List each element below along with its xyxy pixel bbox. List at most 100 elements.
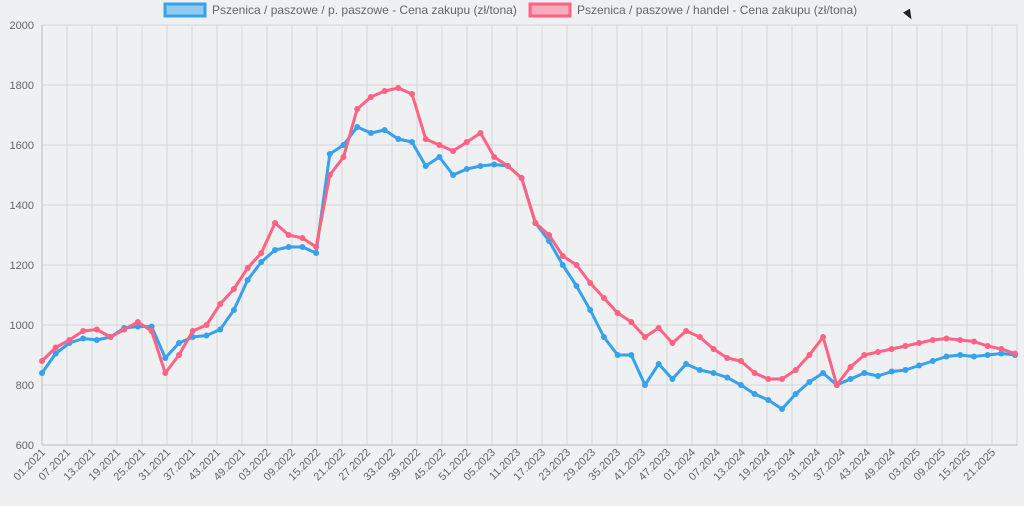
data-point[interactable] <box>875 349 881 355</box>
data-point[interactable] <box>203 322 210 328</box>
data-point[interactable] <box>847 376 854 382</box>
data-point[interactable] <box>957 337 964 343</box>
data-point[interactable] <box>367 130 374 136</box>
data-point[interactable] <box>669 376 676 382</box>
data-point[interactable] <box>559 253 566 259</box>
data-point[interactable] <box>902 367 909 373</box>
data-point[interactable] <box>943 353 950 360</box>
data-point[interactable] <box>107 334 114 340</box>
data-point[interactable] <box>559 262 566 268</box>
legend-label-series-1[interactable]: Pszenica / paszowe / handel - Cena zakup… <box>577 3 857 17</box>
data-point[interactable] <box>52 344 59 351</box>
data-point[interactable] <box>792 367 799 373</box>
data-point[interactable] <box>148 328 155 334</box>
data-point[interactable] <box>902 343 909 349</box>
data-point[interactable] <box>861 352 868 358</box>
data-point[interactable] <box>751 391 758 397</box>
data-point[interactable] <box>737 358 744 364</box>
data-point[interactable] <box>230 286 237 292</box>
data-point[interactable] <box>258 259 265 265</box>
data-point[interactable] <box>477 130 484 136</box>
data-point[interactable] <box>80 335 87 342</box>
data-point[interactable] <box>52 350 59 357</box>
data-point[interactable] <box>491 154 498 160</box>
data-point[interactable] <box>655 361 662 367</box>
data-point[interactable] <box>765 397 772 403</box>
data-point[interactable] <box>381 127 388 133</box>
data-point[interactable] <box>614 310 621 316</box>
data-point[interactable] <box>655 325 662 331</box>
data-point[interactable] <box>929 337 936 343</box>
data-point[interactable] <box>93 337 100 343</box>
data-point[interactable] <box>779 406 785 412</box>
data-point[interactable] <box>861 370 868 376</box>
data-point[interactable] <box>299 235 306 241</box>
data-point[interactable] <box>573 262 580 268</box>
data-point[interactable] <box>888 368 895 375</box>
legend[interactable]: Pszenica / paszowe / p. paszowe - Cena z… <box>163 2 857 18</box>
data-point[interactable] <box>134 319 141 325</box>
data-point[interactable] <box>230 307 237 313</box>
data-point[interactable] <box>1012 350 1018 357</box>
data-point[interactable] <box>587 307 594 313</box>
data-point[interactable] <box>628 352 635 358</box>
data-point[interactable] <box>450 148 457 154</box>
data-point[interactable] <box>751 370 758 376</box>
data-point[interactable] <box>422 163 429 169</box>
data-point[interactable] <box>93 326 100 333</box>
data-point[interactable] <box>532 220 539 226</box>
data-point[interactable] <box>203 332 210 339</box>
data-point[interactable] <box>943 335 950 342</box>
data-point[interactable] <box>326 172 333 178</box>
data-point[interactable] <box>587 280 594 286</box>
data-point[interactable] <box>148 323 155 330</box>
data-point[interactable] <box>779 376 785 382</box>
data-point[interactable] <box>628 319 635 325</box>
data-point[interactable] <box>806 352 813 358</box>
data-point[interactable] <box>683 361 690 367</box>
data-point[interactable] <box>970 353 977 360</box>
data-point[interactable] <box>463 166 470 172</box>
data-point[interactable] <box>313 244 320 250</box>
legend-label-series-0[interactable]: Pszenica / paszowe / p. paszowe - Cena z… <box>212 3 517 17</box>
data-point[interactable] <box>39 358 45 364</box>
data-point[interactable] <box>984 352 991 358</box>
data-point[interactable] <box>409 91 415 97</box>
data-point[interactable] <box>970 338 977 345</box>
data-point[interactable] <box>491 161 498 168</box>
data-point[interactable] <box>272 220 278 226</box>
data-point[interactable] <box>272 247 278 253</box>
data-point[interactable] <box>998 350 1005 357</box>
data-point[interactable] <box>710 346 717 352</box>
data-point[interactable] <box>724 355 731 361</box>
data-point[interactable] <box>217 326 224 333</box>
data-point[interactable] <box>696 334 703 340</box>
data-point[interactable] <box>642 382 648 388</box>
data-point[interactable] <box>669 340 676 346</box>
data-point[interactable] <box>573 283 580 289</box>
data-point[interactable] <box>189 328 196 334</box>
data-point[interactable] <box>737 382 744 388</box>
data-point[interactable] <box>998 346 1005 352</box>
data-point[interactable] <box>600 334 607 340</box>
data-point[interactable] <box>450 172 457 178</box>
data-point[interactable] <box>299 244 306 250</box>
data-point[interactable] <box>546 232 553 238</box>
data-point[interactable] <box>313 250 320 256</box>
data-point[interactable] <box>916 340 923 346</box>
data-point[interactable] <box>504 163 511 169</box>
data-point[interactable] <box>39 370 45 376</box>
data-point[interactable] <box>326 151 333 157</box>
data-point[interactable] <box>354 106 361 112</box>
data-point[interactable] <box>683 328 690 334</box>
data-point[interactable] <box>285 244 292 250</box>
data-point[interactable] <box>80 328 87 334</box>
data-point[interactable] <box>600 295 607 301</box>
data-point[interactable] <box>422 136 429 142</box>
data-point[interactable] <box>354 124 361 130</box>
data-point[interactable] <box>696 367 703 373</box>
data-point[interactable] <box>217 301 224 307</box>
data-point[interactable] <box>518 175 525 181</box>
data-point[interactable] <box>395 136 402 142</box>
data-point[interactable] <box>765 376 772 382</box>
